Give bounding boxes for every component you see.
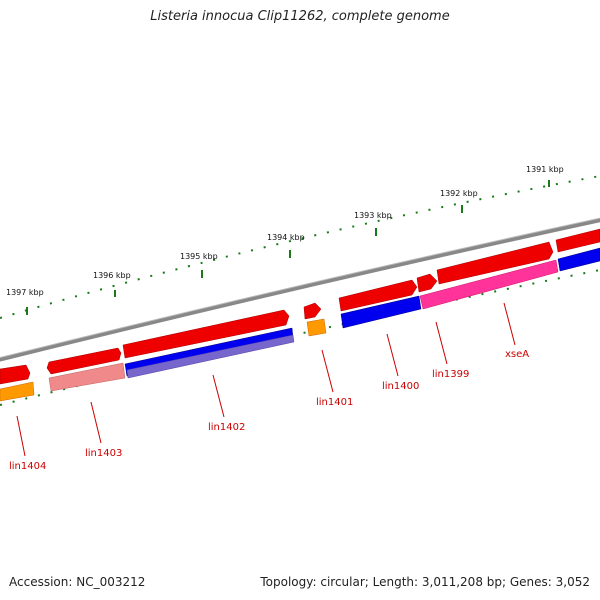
forward-strand-features bbox=[0, 228, 600, 385]
tick-label: 1393 kbp bbox=[354, 211, 392, 220]
cds-reverse bbox=[419, 259, 559, 310]
leader-line bbox=[90, 401, 102, 444]
topology-label: Topology: circular; Length: 3,011,208 bp… bbox=[260, 575, 590, 589]
gene-label-lin1401: lin1401 bbox=[316, 397, 353, 408]
major-ticks bbox=[26, 180, 550, 315]
cds-forward bbox=[436, 241, 554, 285]
leader-line bbox=[503, 302, 516, 346]
gene-label-xseA: xseA bbox=[505, 349, 529, 360]
outer-tick-ruler bbox=[0, 175, 600, 319]
cds-forward bbox=[555, 228, 600, 253]
cds-forward bbox=[338, 279, 418, 312]
cds-forward bbox=[303, 302, 322, 320]
tick-label: 1397 kbp bbox=[6, 288, 44, 297]
cds-reverse bbox=[126, 334, 295, 379]
tick-label: 1394 kbp bbox=[267, 233, 305, 242]
leader-line bbox=[386, 333, 399, 377]
leader-line bbox=[321, 349, 334, 393]
gene-label-lin1399: lin1399 bbox=[432, 369, 469, 380]
gene-label-lin1404: lin1404 bbox=[9, 461, 46, 472]
leader-line bbox=[212, 374, 225, 418]
cds-reverse bbox=[557, 247, 600, 272]
cds-reverse bbox=[48, 362, 126, 392]
cds-reverse bbox=[306, 318, 327, 337]
tick-label: 1391 kbp bbox=[526, 165, 564, 174]
gene-labels: xseA lin1399 lin1400 lin1401 lin1402 lin… bbox=[9, 349, 529, 472]
tick-labels: 1391 kbp 1392 kbp 1393 kbp 1394 kbp 1395… bbox=[6, 165, 564, 297]
gene-label-lin1403: lin1403 bbox=[85, 448, 122, 459]
cds-forward bbox=[46, 347, 122, 375]
cds-forward bbox=[416, 273, 438, 293]
gene-label-leaders bbox=[16, 302, 516, 457]
gene-label-lin1400: lin1400 bbox=[382, 381, 419, 392]
cds-forward bbox=[122, 309, 290, 359]
tick-label: 1396 kbp bbox=[93, 271, 131, 280]
leader-line bbox=[435, 321, 448, 365]
cds-reverse bbox=[340, 295, 422, 329]
tick-label: 1395 kbp bbox=[180, 252, 218, 261]
tick-label: 1392 kbp bbox=[440, 189, 478, 198]
gene-label-lin1402: lin1402 bbox=[208, 422, 245, 433]
genome-title: Listeria innocua Clip11262, complete gen… bbox=[150, 9, 450, 24]
leader-line bbox=[16, 415, 26, 457]
accession-label: Accession: NC_003212 bbox=[9, 575, 146, 589]
cds-reverse bbox=[0, 381, 35, 402]
cds-forward bbox=[0, 364, 31, 385]
genome-backbone-highlight bbox=[0, 217, 600, 359]
genome-backbone bbox=[0, 218, 600, 362]
reverse-strand-features bbox=[0, 247, 600, 402]
